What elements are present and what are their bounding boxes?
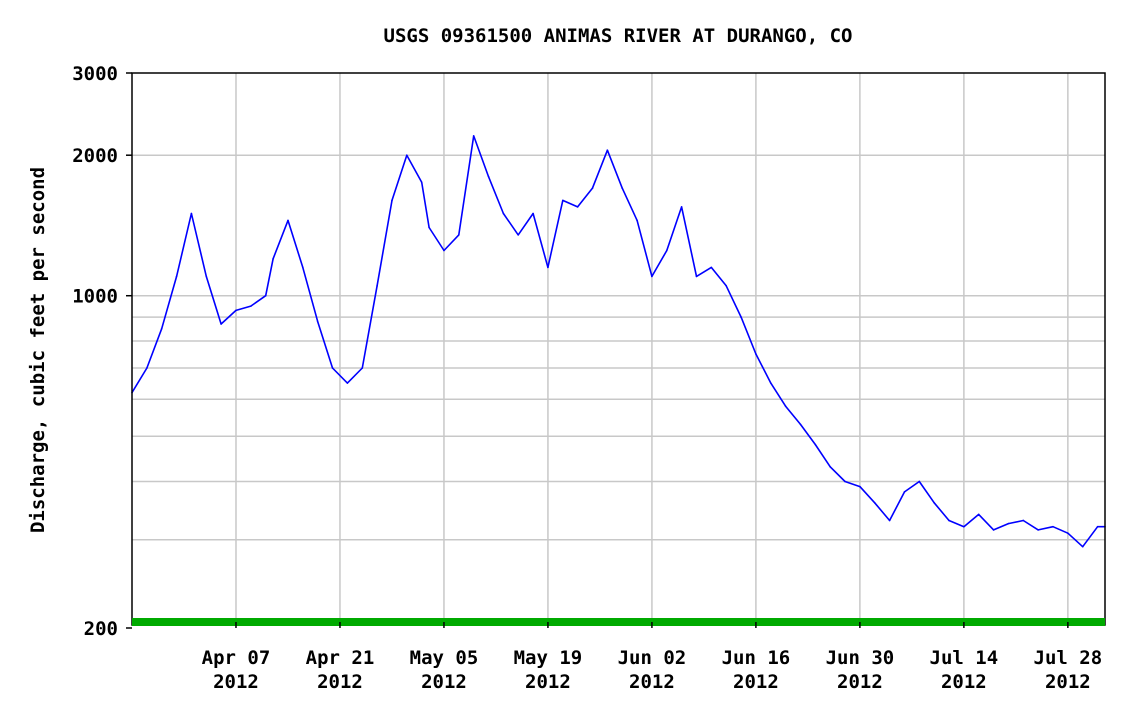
data-point	[680, 206, 683, 208]
data-point	[606, 149, 609, 151]
data-point	[888, 519, 891, 522]
data-point	[576, 206, 579, 208]
data-point	[1096, 525, 1099, 528]
data-point	[651, 275, 653, 278]
data-point	[190, 212, 193, 215]
y-tick-label: 3000	[72, 63, 118, 85]
data-point	[331, 367, 334, 369]
data-point	[621, 187, 624, 189]
data-point	[346, 382, 349, 384]
data-point	[547, 266, 549, 269]
data-point	[250, 305, 252, 307]
data-point	[873, 502, 876, 504]
data-point	[517, 234, 520, 236]
series-line-layer	[131, 135, 1106, 548]
x-tick-label: Jun 02	[618, 647, 687, 669]
data-point	[740, 316, 742, 318]
data-point	[502, 212, 505, 215]
data-point	[665, 249, 668, 252]
x-tick-label: Apr 21	[306, 647, 375, 669]
data-point	[220, 323, 222, 325]
x-tick-year: 2012	[213, 671, 259, 693]
data-point	[933, 502, 935, 504]
x-tick-year: 2012	[525, 671, 571, 693]
data-point	[799, 423, 802, 426]
data-point	[175, 275, 178, 278]
data-point	[1067, 532, 1069, 534]
data-point	[755, 353, 757, 355]
y-tick-label: 200	[84, 618, 118, 640]
x-tick-label: Jun 30	[826, 647, 895, 669]
data-point	[443, 249, 445, 252]
data-point	[710, 266, 713, 269]
data-point	[1022, 519, 1025, 522]
data-point	[316, 320, 319, 323]
data-point	[146, 367, 148, 369]
data-point	[1007, 522, 1010, 525]
data-point	[695, 275, 698, 278]
data-point	[963, 525, 965, 528]
x-tick-label: Jul 28	[1034, 647, 1103, 669]
data-point	[428, 226, 430, 229]
data-point	[859, 485, 861, 488]
data-point	[420, 181, 423, 184]
x-tick-label: Apr 07	[202, 647, 271, 669]
data-point	[977, 513, 980, 516]
y-tick-labels: 200 1000 2000 3000	[72, 63, 132, 640]
chart-title: USGS 09361500 ANIMAS RIVER AT DURANGO, C…	[384, 25, 853, 47]
data-point	[235, 309, 237, 312]
x-tick-year: 2012	[733, 671, 779, 693]
data-point	[1037, 529, 1039, 531]
data-point	[903, 491, 906, 493]
data-point	[1052, 525, 1054, 528]
data-point	[1081, 545, 1084, 548]
x-tick-year: 2012	[317, 671, 363, 693]
x-tick-year: 2012	[837, 671, 883, 693]
data-point	[287, 219, 289, 222]
data-point	[406, 154, 408, 156]
data-point	[636, 219, 638, 222]
data-point	[829, 466, 831, 468]
data-point	[264, 294, 267, 297]
x-tick-year: 2012	[1045, 671, 1091, 693]
x-tick-year: 2012	[629, 671, 675, 693]
data-point	[391, 199, 393, 202]
data-point	[472, 135, 475, 137]
data-point	[948, 519, 950, 522]
data-point	[725, 285, 727, 287]
data-point	[302, 266, 304, 269]
data-point	[458, 234, 460, 236]
data-point	[532, 212, 534, 215]
data-point	[361, 367, 364, 369]
y-tick-label: 2000	[72, 145, 118, 167]
data-point	[769, 382, 772, 384]
x-tick-label: May 19	[514, 647, 583, 669]
x-tick-label: May 05	[410, 647, 479, 669]
data-point	[205, 275, 208, 278]
x-tick-year: 2012	[941, 671, 987, 693]
data-point	[784, 405, 787, 407]
data-point	[561, 199, 564, 202]
series-line	[131, 135, 1105, 548]
data-point	[918, 480, 921, 483]
data-point	[160, 327, 163, 330]
data-point	[376, 285, 378, 287]
data-point	[487, 175, 490, 178]
data-point	[272, 257, 274, 260]
data-point	[992, 529, 995, 531]
y-axis-label: Discharge, cubic feet per second	[27, 167, 49, 533]
x-tick-year: 2012	[421, 671, 467, 693]
y-tick-label: 1000	[72, 286, 118, 308]
data-point	[591, 187, 594, 189]
x-tick-label: Jul 14	[930, 647, 999, 669]
data-point	[814, 443, 817, 446]
baseline-bar	[132, 618, 1105, 626]
x-tick-label: Jun 16	[722, 647, 791, 669]
data-point	[844, 480, 846, 483]
gridlines	[132, 73, 1105, 622]
